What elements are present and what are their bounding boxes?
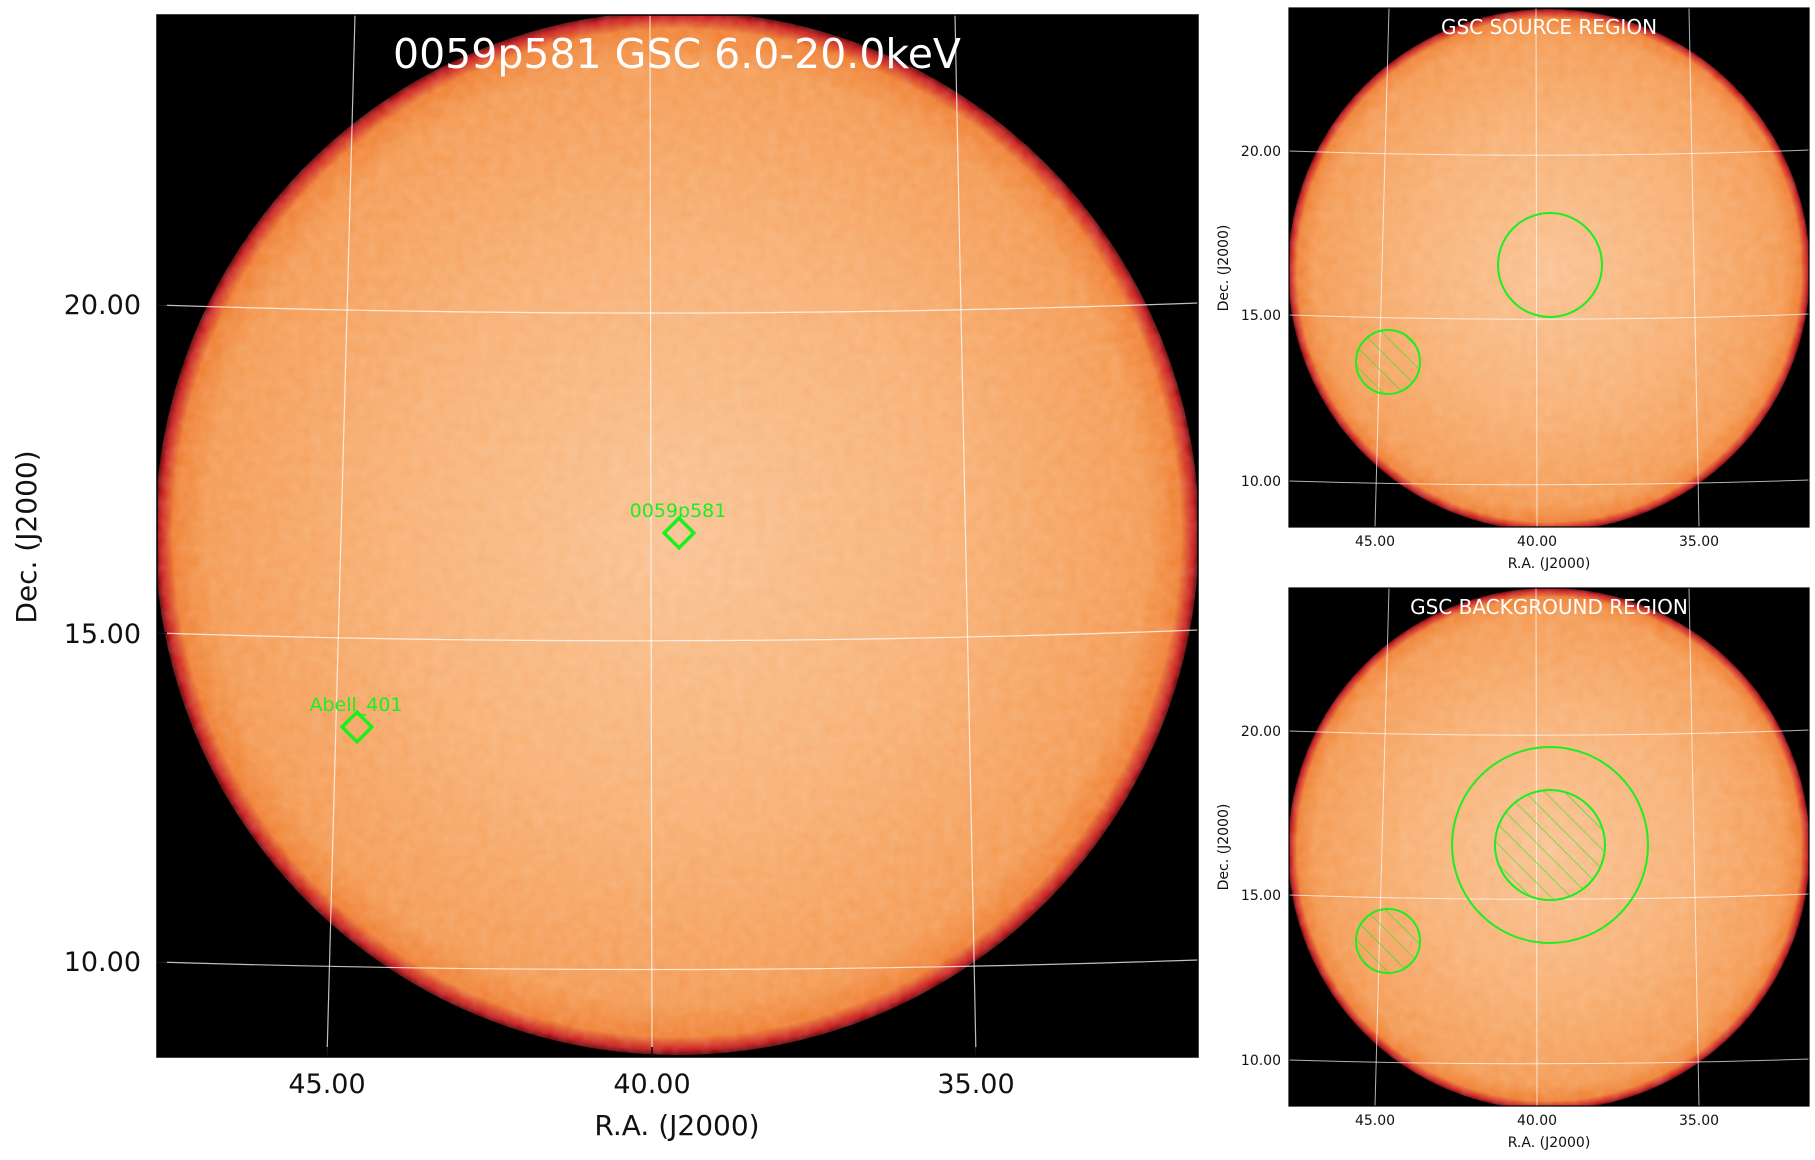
background-xtick-35: 35.00 xyxy=(1679,1113,1719,1129)
main-frame xyxy=(156,14,1199,1058)
main-y-axis-label: Dec. (J2000) xyxy=(10,450,43,623)
marker-label-abell-401: Abell_401 xyxy=(309,694,402,716)
main-ytick-20: 20.00 xyxy=(64,290,141,321)
main-markers: 0059p581 Abell_401 xyxy=(309,500,727,745)
main-title: 0059p581 GSC 6.0-20.0keV xyxy=(393,30,961,78)
source-coordinate-grid xyxy=(1289,8,1809,527)
main-tick-marks xyxy=(157,304,977,1057)
background-ytick-20: 20.00 xyxy=(1241,724,1281,740)
main-noise-texture xyxy=(157,15,1198,1055)
source-ytick-15: 15.00 xyxy=(1241,308,1281,324)
background-ytick-10: 10.00 xyxy=(1241,1053,1281,1069)
background-excluded-abell-401 xyxy=(1355,908,1421,974)
background-title: GSC BACKGROUND REGION xyxy=(1410,595,1688,619)
main-xtick-40: 40.00 xyxy=(613,1069,690,1100)
marker-abell-401 xyxy=(339,709,375,745)
background-ytick-15: 15.00 xyxy=(1241,888,1281,904)
source-xtick-40: 40.00 xyxy=(1517,534,1557,550)
main-image-panel: 0059p581 GSC 6.0-20.0keV 0059p581 Abell_… xyxy=(10,14,1199,1142)
background-x-axis-label: R.A. (J2000) xyxy=(1508,1135,1591,1151)
source-excluded-abell-401 xyxy=(1355,329,1421,395)
source-noise-texture xyxy=(1289,9,1809,527)
background-xtick-45: 45.00 xyxy=(1355,1113,1395,1129)
source-region-circle xyxy=(1497,212,1603,318)
main-ytick-10: 10.00 xyxy=(64,947,141,978)
main-coordinate-grid xyxy=(157,15,1198,1057)
source-title: GSC SOURCE REGION xyxy=(1441,15,1657,39)
source-x-axis-label: R.A. (J2000) xyxy=(1508,556,1591,572)
source-ytick-10: 10.00 xyxy=(1241,474,1281,490)
background-region-panel: GSC BACKGROUND REGION 45.00 40.00 35.00 … xyxy=(1216,587,1810,1151)
marker-label-0059p581: 0059p581 xyxy=(630,500,727,522)
main-ytick-15: 15.00 xyxy=(64,619,141,650)
background-xtick-40: 40.00 xyxy=(1517,1113,1557,1129)
source-xtick-35: 35.00 xyxy=(1679,534,1719,550)
background-excluded-source xyxy=(1494,789,1606,901)
source-region-panel: GSC SOURCE REGION 45.00 40.00 35.00 20.0… xyxy=(1216,7,1810,572)
source-ytick-20: 20.00 xyxy=(1241,144,1281,160)
background-y-axis-label: Dec. (J2000) xyxy=(1216,804,1232,891)
main-x-axis-label: R.A. (J2000) xyxy=(594,1109,759,1142)
main-xtick-45: 45.00 xyxy=(288,1069,365,1100)
source-y-axis-label: Dec. (J2000) xyxy=(1216,225,1232,312)
marker-0059p581 xyxy=(661,515,697,551)
source-frame xyxy=(1288,7,1810,528)
source-xtick-45: 45.00 xyxy=(1355,534,1395,550)
main-xtick-35: 35.00 xyxy=(937,1069,1014,1100)
background-annulus-outer xyxy=(1451,746,1649,944)
background-frame xyxy=(1288,587,1810,1107)
